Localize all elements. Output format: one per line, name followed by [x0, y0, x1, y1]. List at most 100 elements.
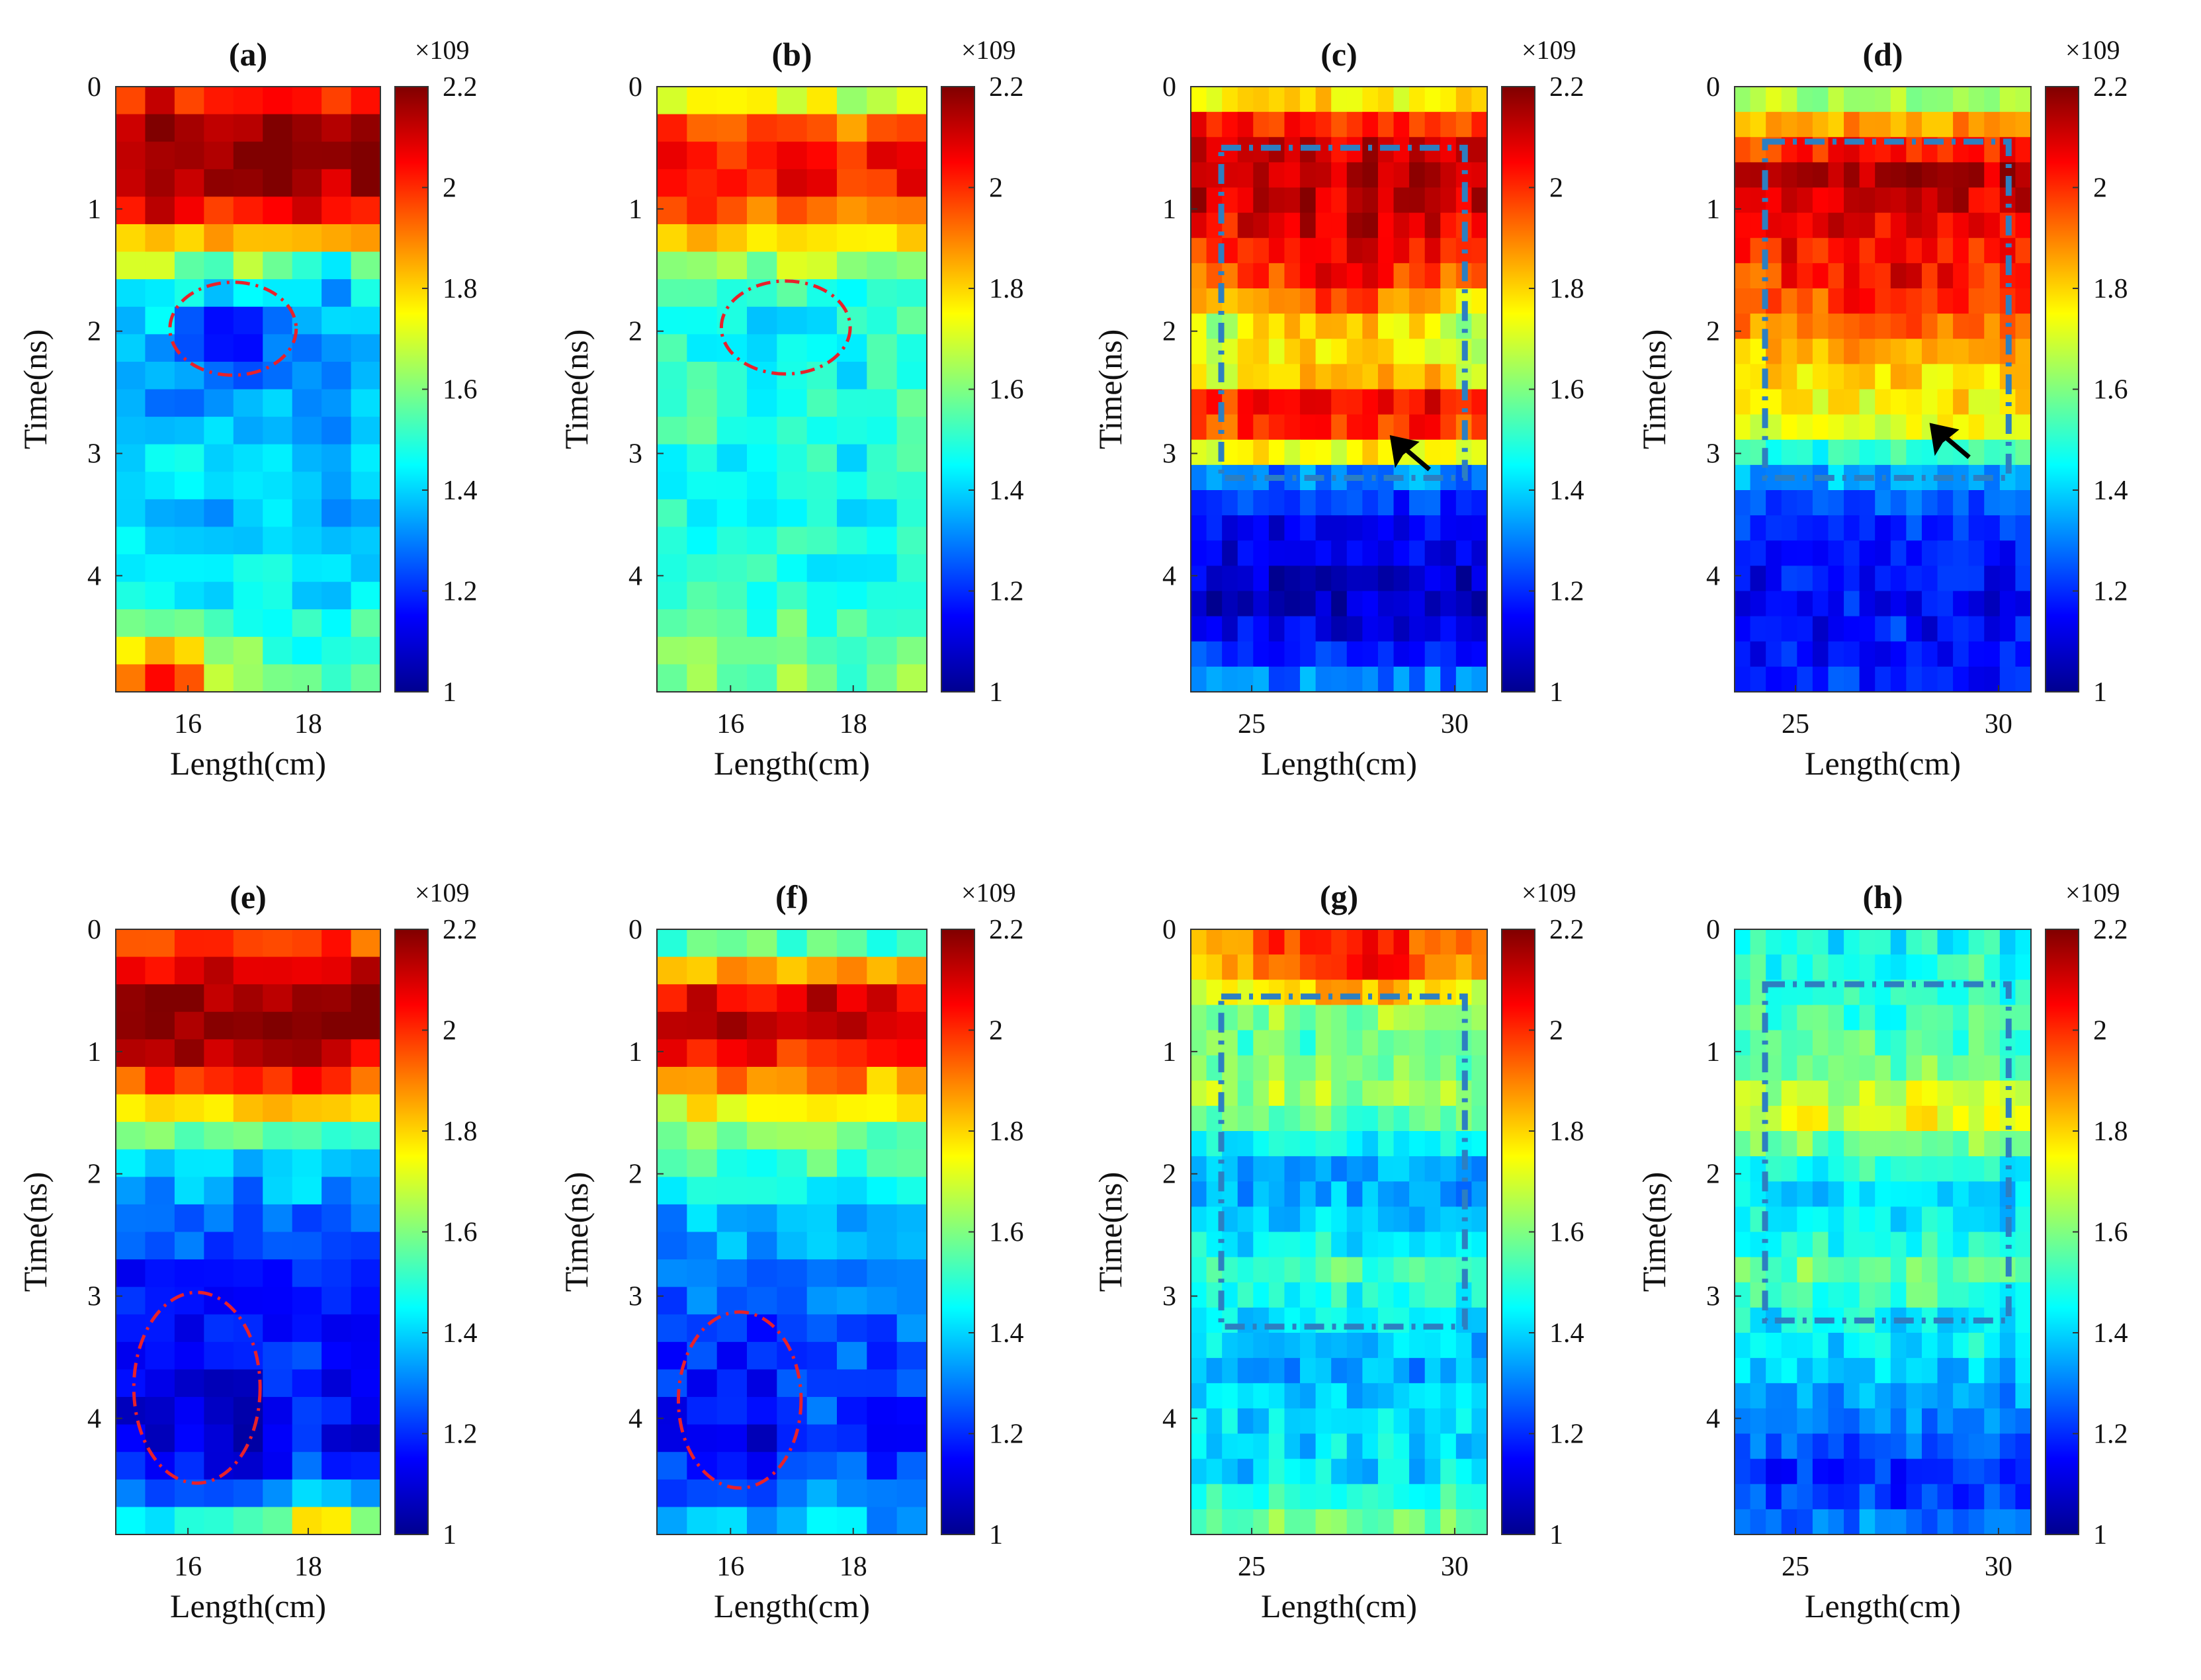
heatmap-cell [1237, 237, 1254, 264]
heatmap-cell [233, 224, 263, 253]
heatmap-cell [1455, 954, 1473, 980]
heatmap-cell [1222, 1131, 1238, 1157]
heatmap-cell [1440, 162, 1457, 189]
heatmap-cell [657, 1177, 687, 1205]
heatmap-cell [1937, 591, 1954, 617]
heatmap-cell [1440, 515, 1457, 541]
heatmap-cell [1222, 490, 1238, 516]
heatmap-cell [1346, 414, 1363, 441]
heatmap-cell [1191, 490, 1207, 516]
heatmap-cell [747, 87, 777, 115]
heatmap-cell [1844, 1232, 1860, 1258]
panel-title: (h) [1862, 878, 1903, 915]
heatmap-cell [145, 1177, 175, 1205]
heatmap-cell [1844, 1105, 1860, 1132]
heatmap-cell [1424, 1055, 1441, 1081]
axes-frame [115, 929, 381, 1535]
heatmap-cell [1812, 1383, 1829, 1409]
heatmap-cell [1253, 1181, 1270, 1207]
heatmap-cell [1750, 490, 1766, 516]
heatmap-cell [1253, 954, 1270, 980]
heatmap-cell [1377, 929, 1395, 955]
heatmap-cell [1735, 1105, 1751, 1132]
heatmap-cell [1222, 1408, 1238, 1435]
heatmap-cell [657, 526, 687, 555]
heatmap-cell [1222, 1358, 1238, 1384]
x-axis-label: Length(cm) [1261, 1587, 1417, 1624]
heatmap-cell [1844, 566, 1860, 592]
heatmap-cell [1797, 364, 1813, 390]
heatmap-cell [1191, 515, 1207, 541]
heatmap-cell [1906, 1206, 1922, 1233]
heatmap-cell [1440, 1030, 1457, 1056]
heatmap-cell [1890, 929, 1907, 955]
heatmap-cell [1440, 339, 1457, 364]
heatmap-cell [1315, 288, 1332, 314]
heatmap-cell [1331, 1484, 1348, 1510]
heatmap-cell [1455, 929, 1473, 955]
heatmap-cell [1968, 1206, 1985, 1233]
heatmap-cell [1859, 566, 1876, 592]
heatmap-cell [1797, 1055, 1813, 1081]
heatmap-cell [351, 609, 381, 638]
heatmap-cell [1191, 1105, 1207, 1132]
heatmap-cell [1331, 1232, 1348, 1258]
heatmap-cell [1206, 591, 1223, 617]
heatmap-cell [1781, 439, 1797, 466]
heatmap-cell [1999, 954, 2016, 980]
heatmap-cell [1377, 389, 1395, 415]
heatmap-cell [1362, 1156, 1379, 1182]
heatmap-cell [1191, 1307, 1207, 1333]
heatmap-cell [1875, 212, 1891, 239]
heatmap-cell [1346, 1484, 1363, 1510]
heatmap-cell [1937, 237, 1954, 264]
heatmap-cell [747, 984, 777, 1013]
heatmap-cell [1890, 616, 1907, 642]
colorbar: 11.21.41.61.822.2×109 [2045, 35, 2128, 708]
heatmap-cell [145, 251, 175, 280]
heatmap-cell [292, 1177, 322, 1205]
heatmap-cell [1953, 954, 1969, 980]
heatmap-cell [716, 1452, 748, 1480]
heatmap-cell [322, 389, 352, 417]
heatmap-cell [1984, 666, 2001, 693]
heatmap-cell [896, 609, 928, 638]
heatmap-cell [1409, 1333, 1426, 1359]
heatmap-cell [1750, 87, 1766, 112]
heatmap-cell [233, 1314, 263, 1343]
heatmap-cell [292, 472, 322, 500]
heatmap-cell [1253, 540, 1270, 566]
heatmap-cell [292, 1066, 322, 1095]
heatmap-cell [657, 499, 687, 528]
heatmap-cell [687, 306, 718, 335]
heatmap-cell [747, 1011, 777, 1040]
heatmap-cell [1206, 616, 1223, 642]
heatmap-cell [1781, 1055, 1797, 1081]
heatmap-cell [1828, 212, 1844, 239]
heatmap-cell [1191, 162, 1207, 189]
heatmap-cell [1859, 1358, 1876, 1384]
heatmap-cell [1471, 540, 1488, 566]
heatmap-cell [1875, 490, 1891, 516]
heatmap-cell [174, 984, 204, 1013]
heatmap-cell [1471, 1181, 1488, 1207]
heatmap-cell [1300, 1055, 1316, 1081]
heatmap-cell [1906, 1433, 1922, 1460]
heatmap-cell [116, 1149, 146, 1177]
heatmap-cell [837, 87, 867, 115]
heatmap-cell [1906, 263, 1922, 289]
heatmap-cell [233, 1507, 263, 1535]
heatmap-cell [896, 1314, 928, 1343]
heatmap-cell [777, 279, 808, 308]
heatmap-cell [657, 1507, 687, 1535]
heatmap-cell [657, 1232, 687, 1260]
heatmap-cell [1984, 414, 2001, 441]
heatmap-cell [1781, 1433, 1797, 1460]
heatmap-cell [263, 1397, 293, 1425]
heatmap-cell [1921, 616, 1938, 642]
heatmap-cell [1191, 464, 1207, 491]
heatmap-cell [145, 196, 175, 225]
colorbar-tick-label: 1 [989, 677, 1003, 708]
heatmap-cell [1440, 187, 1457, 214]
heatmap-cell [1362, 1080, 1379, 1107]
